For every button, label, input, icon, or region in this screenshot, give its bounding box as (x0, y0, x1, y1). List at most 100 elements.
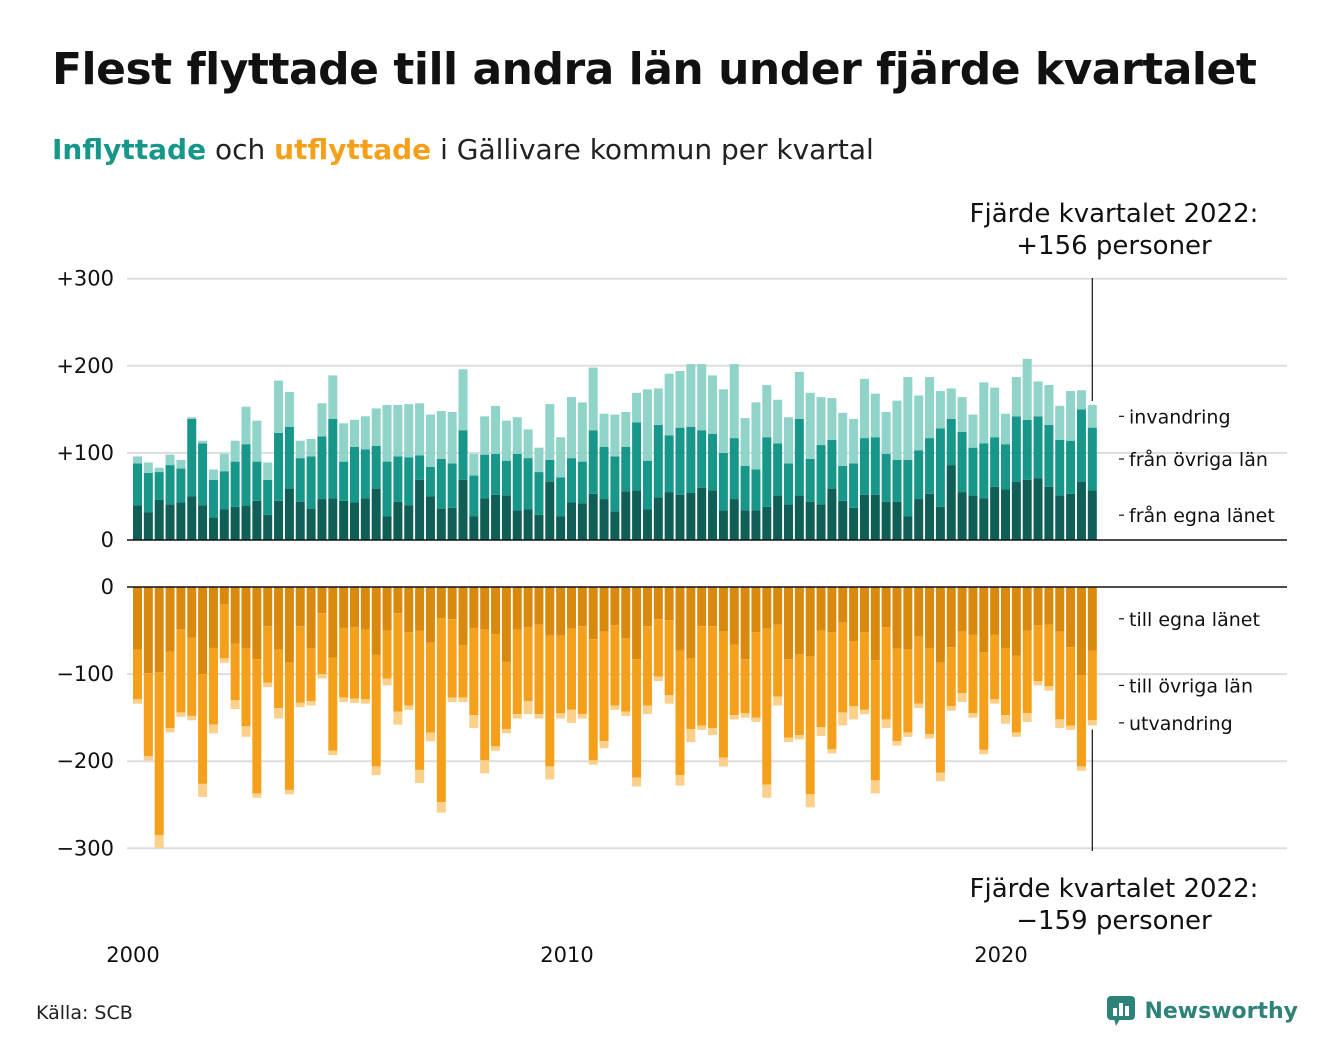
bar-out-1-41 (577, 626, 587, 715)
bar-in-2-79 (990, 387, 1000, 438)
bar-out-0-19 (339, 587, 349, 628)
bar-out-0-48 (653, 587, 663, 620)
bar-in-2-85 (1055, 405, 1065, 440)
bar-in-0-5 (187, 496, 197, 540)
bar-in-1-80 (1001, 444, 1010, 490)
bar-in-2-75 (946, 388, 956, 419)
bar-out-1-60 (784, 659, 793, 738)
bar-in-0-61 (794, 495, 804, 540)
bar-out-0-82 (1022, 587, 1032, 631)
bar-out-0-75 (946, 587, 956, 648)
y-tick-in-3: 0 (101, 528, 114, 552)
bar-out-2-8 (219, 658, 229, 663)
bar-out-0-7 (208, 587, 218, 648)
bar-out-2-74 (935, 772, 945, 782)
bar-out-0-40 (567, 587, 576, 629)
bar-in-2-88 (1087, 404, 1097, 428)
bar-out-2-3 (165, 728, 175, 733)
bar-in-2-31 (469, 453, 479, 476)
bar-out-0-80 (1001, 587, 1010, 648)
bar-in-0-38 (545, 481, 555, 540)
subtitle-connector: och (206, 133, 275, 166)
bar-out-1-88 (1087, 650, 1097, 721)
bar-in-0-7 (208, 517, 218, 540)
bar-out-1-12 (263, 626, 273, 683)
bar-in-1-83 (1033, 416, 1043, 479)
bar-in-0-6 (198, 505, 208, 540)
bar-in-0-81 (1011, 481, 1021, 540)
bar-out-0-2 (154, 587, 164, 673)
bar-out-0-77 (968, 587, 978, 635)
bar-in-0-34 (501, 495, 511, 540)
bar-out-1-35 (512, 629, 522, 715)
bar-in-0-39 (556, 516, 566, 540)
bar-in-1-47 (642, 460, 652, 510)
bar-in-0-88 (1087, 490, 1097, 540)
bar-out-0-85 (1055, 587, 1065, 632)
bar-in-1-72 (914, 450, 924, 500)
bar-in-2-58 (762, 384, 772, 438)
bar-out-2-68 (870, 780, 880, 794)
bar-in-0-40 (567, 502, 576, 540)
bar-in-2-24 (393, 404, 403, 457)
bar-in-0-85 (1055, 495, 1065, 540)
bar-in-2-14 (284, 391, 294, 427)
bar-out-0-16 (306, 587, 316, 648)
x-tick-1: 2010 (540, 943, 593, 967)
bar-in-1-60 (784, 463, 793, 505)
bar-in-0-27 (425, 496, 435, 540)
bar-out-0-37 (534, 587, 544, 625)
bar-in-0-20 (350, 502, 359, 540)
bar-out-0-61 (794, 587, 804, 655)
bar-in-1-78 (979, 443, 989, 499)
bar-in-2-32 (480, 416, 490, 455)
bar-out-0-44 (610, 587, 620, 626)
bar-out-1-50 (675, 650, 685, 776)
bar-in-0-25 (404, 505, 414, 540)
bar-out-1-82 (1022, 630, 1032, 714)
bar-out-1-20 (350, 627, 359, 699)
bar-out-1-67 (859, 632, 869, 710)
bar-in-0-45 (621, 491, 631, 540)
bar-out-1-9 (230, 643, 240, 701)
bar-out-2-84 (1044, 686, 1054, 691)
bar-in-2-10 (241, 406, 251, 445)
bar-in-2-83 (1033, 381, 1043, 417)
bar-in-2-13 (274, 380, 284, 433)
bar-out-2-20 (350, 698, 359, 703)
bar-out-0-39 (556, 587, 566, 636)
bar-out-2-71 (903, 732, 913, 737)
bar-in-0-71 (903, 516, 913, 540)
brand-logo[interactable]: Newsworthy (1106, 994, 1298, 1028)
bar-out-0-59 (773, 587, 783, 625)
bar-in-2-78 (979, 382, 989, 444)
bar-out-1-0 (133, 649, 142, 700)
bar-out-1-64 (827, 632, 837, 750)
bar-out-2-23 (382, 678, 392, 686)
bar-out-1-25 (404, 632, 414, 706)
bar-in-2-47 (642, 389, 652, 461)
bar-in-2-33 (491, 405, 501, 454)
bar-in-2-64 (827, 398, 837, 440)
bar-out-1-39 (556, 635, 566, 714)
bar-in-2-2 (154, 467, 164, 473)
bar-out-2-14 (284, 789, 294, 795)
bar-in-2-77 (968, 414, 978, 448)
outflow-bars (133, 587, 1097, 849)
bar-out-2-75 (946, 706, 956, 711)
bar-out-1-31 (469, 627, 479, 716)
bar-out-1-11 (252, 659, 262, 794)
bar-in-2-55 (729, 364, 739, 439)
bar-in-1-0 (133, 463, 142, 506)
bar-out-0-50 (675, 587, 685, 651)
bar-out-1-15 (295, 626, 305, 703)
bar-in-2-46 (632, 392, 642, 423)
bar-in-0-21 (360, 498, 370, 540)
bar-in-1-7 (208, 479, 218, 518)
bar-out-2-63 (816, 727, 826, 736)
bar-in-1-51 (686, 426, 696, 493)
bar-out-0-66 (849, 587, 859, 642)
bar-in-2-27 (425, 414, 435, 467)
bar-out-0-87 (1076, 587, 1086, 675)
